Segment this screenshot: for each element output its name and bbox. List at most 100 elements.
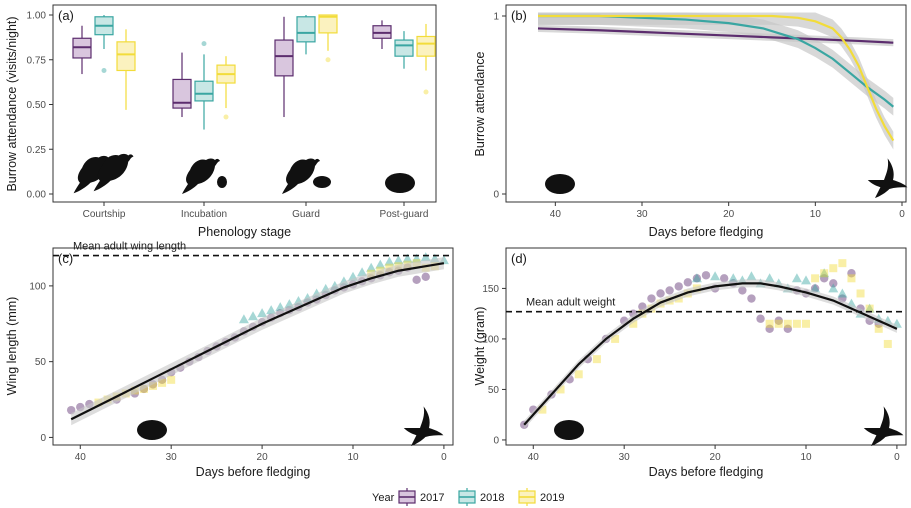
- point-2018: [864, 303, 875, 313]
- point-2017: [738, 286, 747, 295]
- reference-label: Mean adult weight: [526, 297, 615, 309]
- panel-d-fit: [523, 279, 898, 429]
- panel-d-y-label: Weight (gram): [473, 307, 487, 386]
- y-tick-label: 0.25: [27, 145, 47, 156]
- line-2019: [538, 14, 895, 142]
- y-tick-label: 50: [488, 385, 500, 396]
- box-body: [194, 80, 214, 102]
- y-tick-label: 0.50: [27, 100, 47, 111]
- panel-c-label: (c): [58, 251, 73, 266]
- x-tick-label: 20: [710, 452, 722, 463]
- chick-icon: [137, 420, 167, 440]
- x-tick-label: Guard: [292, 209, 320, 220]
- point-2019: [611, 334, 620, 343]
- point-2017: [674, 282, 683, 291]
- reference-label: Mean adult wing length: [73, 241, 186, 253]
- box-body: [296, 16, 316, 43]
- point-2017: [819, 274, 829, 283]
- fit-line: [523, 282, 898, 426]
- point-2017: [412, 275, 421, 285]
- point-2018: [837, 288, 848, 298]
- point-2018: [384, 256, 395, 266]
- point-2018: [393, 255, 404, 265]
- panel-c-y-label: Wing length (mm): [5, 297, 19, 396]
- x-tick-label: 0: [441, 452, 447, 463]
- box-body: [172, 78, 192, 109]
- panel-c-reference: Mean adult wing length: [53, 241, 453, 257]
- point-2017: [683, 278, 693, 287]
- y-tick-label: 100: [29, 281, 46, 292]
- box-body: [318, 14, 338, 34]
- panel-d-y-axis: 0 50 100 150: [482, 284, 506, 446]
- x-tick-label: Courtship: [83, 209, 126, 220]
- point-2017: [719, 274, 729, 283]
- x-tick-label: 10: [347, 452, 359, 463]
- point-2018: [764, 273, 775, 283]
- y-tick-label: 0: [493, 190, 499, 201]
- bird-with-egg-icon: [182, 158, 227, 194]
- chick-icon: [385, 173, 415, 193]
- point-2017: [747, 294, 756, 303]
- x-tick-label: 30: [636, 209, 648, 220]
- point-2019: [838, 259, 847, 268]
- point-2019: [158, 378, 167, 387]
- panel-a-x-label: Phenology stage: [198, 225, 291, 239]
- x-tick-label: 0: [894, 452, 900, 463]
- x-tick-label: Incubation: [181, 209, 227, 220]
- point-2018: [357, 267, 368, 277]
- legend-title: Year: [372, 492, 395, 504]
- y-tick-label: 150: [482, 284, 499, 295]
- point-2017: [656, 289, 665, 298]
- box-outlier: [223, 114, 229, 120]
- point-2018: [375, 259, 386, 269]
- y-tick-label: 0.00: [27, 190, 47, 201]
- fit-ribbon: [71, 257, 444, 426]
- panel-d-frame: [505, 247, 907, 446]
- point-2019: [629, 319, 638, 328]
- point-2019: [856, 289, 865, 298]
- point-2017: [829, 279, 838, 288]
- panel-a: (a) 0.00 0.25 0.50 0.75 1.00 Courtship Incuba…: [5, 4, 437, 239]
- point-2017: [783, 324, 793, 334]
- point-2019: [883, 339, 892, 348]
- point-2019: [802, 319, 810, 328]
- point-2018: [238, 314, 249, 324]
- box-body: [394, 39, 414, 57]
- panel-c-frame: [52, 247, 454, 446]
- y-tick-label: 1: [493, 12, 499, 23]
- panel-c-y-axis: 0 50 100: [29, 281, 53, 444]
- panel-d-label: (d): [511, 251, 527, 266]
- point-2019: [874, 324, 883, 333]
- point-2018: [420, 252, 431, 262]
- x-tick-label: Post-guard: [380, 209, 429, 220]
- chick-icon: [554, 420, 584, 440]
- x-tick-label: 0: [899, 209, 905, 220]
- box-body: [274, 39, 294, 77]
- point-2018: [257, 308, 268, 318]
- point-2017: [701, 271, 711, 280]
- point-2019: [783, 319, 792, 328]
- point-2018: [411, 253, 422, 263]
- point-2019: [765, 319, 774, 328]
- panel-b-lines: [537, 14, 895, 142]
- y-tick-label: 0: [40, 433, 46, 444]
- panel-a-label: (a): [58, 8, 74, 23]
- y-tick-label: 1.00: [27, 11, 47, 22]
- point-2019: [538, 405, 547, 414]
- panel-d-x-axis: 40 30 20 10 0: [528, 445, 900, 463]
- box-body: [416, 35, 436, 57]
- point-2018: [828, 283, 839, 293]
- panel-b-x-label: Days before fledging: [649, 225, 764, 239]
- point-2019: [149, 381, 157, 390]
- panel-d-x-label: Days before fledging: [649, 465, 764, 479]
- point-2017: [765, 324, 774, 334]
- panel-a-boxes: [72, 14, 436, 130]
- point-2018: [691, 273, 702, 283]
- point-2019: [556, 385, 565, 394]
- point-2017: [421, 272, 430, 281]
- point-2018: [819, 268, 830, 278]
- point-2018: [402, 253, 413, 263]
- point-2017: [774, 316, 783, 325]
- point-2019: [167, 375, 176, 384]
